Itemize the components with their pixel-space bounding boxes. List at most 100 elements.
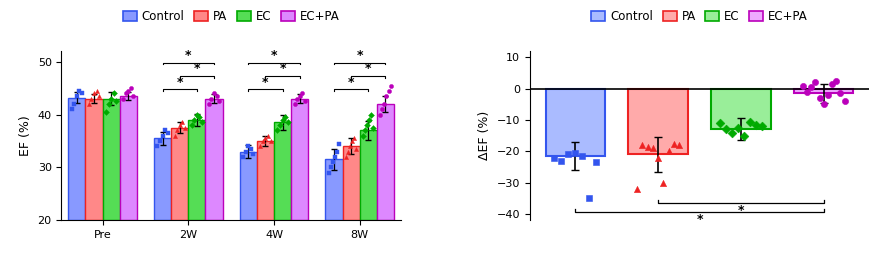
Point bbox=[236, 155, 250, 159]
Point bbox=[189, 113, 203, 117]
Point bbox=[324, 165, 338, 169]
Point bbox=[170, 128, 184, 132]
Y-axis label: ΔEF (%): ΔEF (%) bbox=[477, 111, 490, 160]
Text: *: * bbox=[695, 213, 702, 226]
Bar bbox=[153, 138, 171, 220]
Point bbox=[70, 94, 84, 98]
Point bbox=[724, 131, 738, 135]
Point bbox=[202, 102, 216, 106]
Y-axis label: EF (%): EF (%) bbox=[19, 115, 32, 156]
Point bbox=[364, 113, 378, 117]
Bar bbox=[376, 104, 394, 220]
Point bbox=[109, 99, 123, 103]
Point bbox=[168, 134, 182, 138]
Point bbox=[560, 152, 574, 156]
Point bbox=[153, 139, 167, 143]
Text: *: * bbox=[185, 49, 191, 62]
Text: *: * bbox=[347, 76, 354, 89]
Point bbox=[635, 143, 649, 147]
Text: *: * bbox=[270, 49, 277, 62]
Point bbox=[210, 94, 224, 98]
Text: *: * bbox=[737, 204, 744, 217]
Bar bbox=[188, 120, 205, 220]
Point bbox=[118, 91, 132, 95]
Bar bbox=[68, 98, 85, 220]
Point bbox=[332, 142, 346, 146]
Point bbox=[104, 97, 118, 101]
Text: *: * bbox=[262, 76, 268, 89]
Bar bbox=[342, 146, 360, 220]
Point bbox=[837, 99, 851, 103]
Point bbox=[574, 154, 588, 158]
Point bbox=[828, 79, 842, 83]
Point bbox=[718, 127, 732, 132]
Point bbox=[824, 82, 838, 86]
Bar bbox=[545, 89, 604, 156]
Point bbox=[339, 155, 353, 159]
Bar bbox=[274, 122, 291, 220]
Point bbox=[383, 83, 397, 88]
Point bbox=[116, 97, 130, 101]
Point bbox=[195, 120, 209, 124]
Point bbox=[330, 150, 344, 154]
Point bbox=[374, 107, 389, 111]
Point bbox=[656, 180, 670, 185]
Point bbox=[816, 102, 830, 106]
Point bbox=[381, 89, 395, 93]
Bar bbox=[710, 89, 770, 130]
Point bbox=[803, 85, 817, 89]
Point bbox=[645, 146, 660, 150]
Point bbox=[712, 121, 726, 125]
Bar bbox=[360, 130, 376, 220]
Bar bbox=[628, 89, 688, 154]
Point bbox=[82, 102, 96, 106]
Point bbox=[811, 96, 825, 100]
Point bbox=[325, 160, 339, 164]
Text: *: * bbox=[279, 62, 286, 76]
Point bbox=[92, 94, 106, 98]
Point bbox=[107, 91, 121, 95]
Point bbox=[253, 144, 267, 148]
Point bbox=[75, 91, 89, 95]
Point bbox=[204, 97, 218, 101]
Point bbox=[175, 120, 189, 124]
Bar bbox=[257, 141, 274, 220]
Point bbox=[297, 99, 311, 103]
Point bbox=[270, 128, 284, 132]
Point bbox=[65, 107, 79, 111]
Point bbox=[187, 118, 201, 122]
Text: *: * bbox=[194, 62, 200, 76]
Point bbox=[343, 144, 357, 148]
Point bbox=[160, 131, 175, 135]
Point bbox=[832, 91, 846, 95]
Point bbox=[373, 113, 387, 117]
Bar bbox=[793, 89, 852, 93]
Text: *: * bbox=[176, 76, 182, 89]
Point bbox=[239, 150, 253, 154]
Point bbox=[748, 123, 762, 127]
Point bbox=[207, 91, 221, 95]
Point bbox=[255, 139, 269, 143]
Point bbox=[366, 126, 380, 130]
Point bbox=[547, 156, 561, 160]
Bar bbox=[325, 159, 342, 220]
Point bbox=[340, 150, 354, 154]
Bar bbox=[205, 99, 223, 220]
Point bbox=[346, 136, 360, 140]
Point bbox=[278, 115, 292, 119]
Point bbox=[289, 97, 303, 101]
Bar bbox=[291, 99, 308, 220]
Point bbox=[808, 80, 822, 84]
Point bbox=[736, 134, 750, 138]
Point bbox=[322, 170, 336, 175]
Point bbox=[360, 123, 374, 127]
Point bbox=[99, 110, 113, 114]
Point bbox=[178, 126, 192, 130]
Point bbox=[124, 86, 138, 90]
Point bbox=[328, 155, 342, 159]
Point bbox=[567, 151, 581, 155]
Point bbox=[377, 102, 391, 106]
Legend: Control, PA, EC, EC+PA: Control, PA, EC, EC+PA bbox=[590, 10, 807, 23]
Point bbox=[349, 147, 363, 151]
Point bbox=[630, 187, 644, 191]
